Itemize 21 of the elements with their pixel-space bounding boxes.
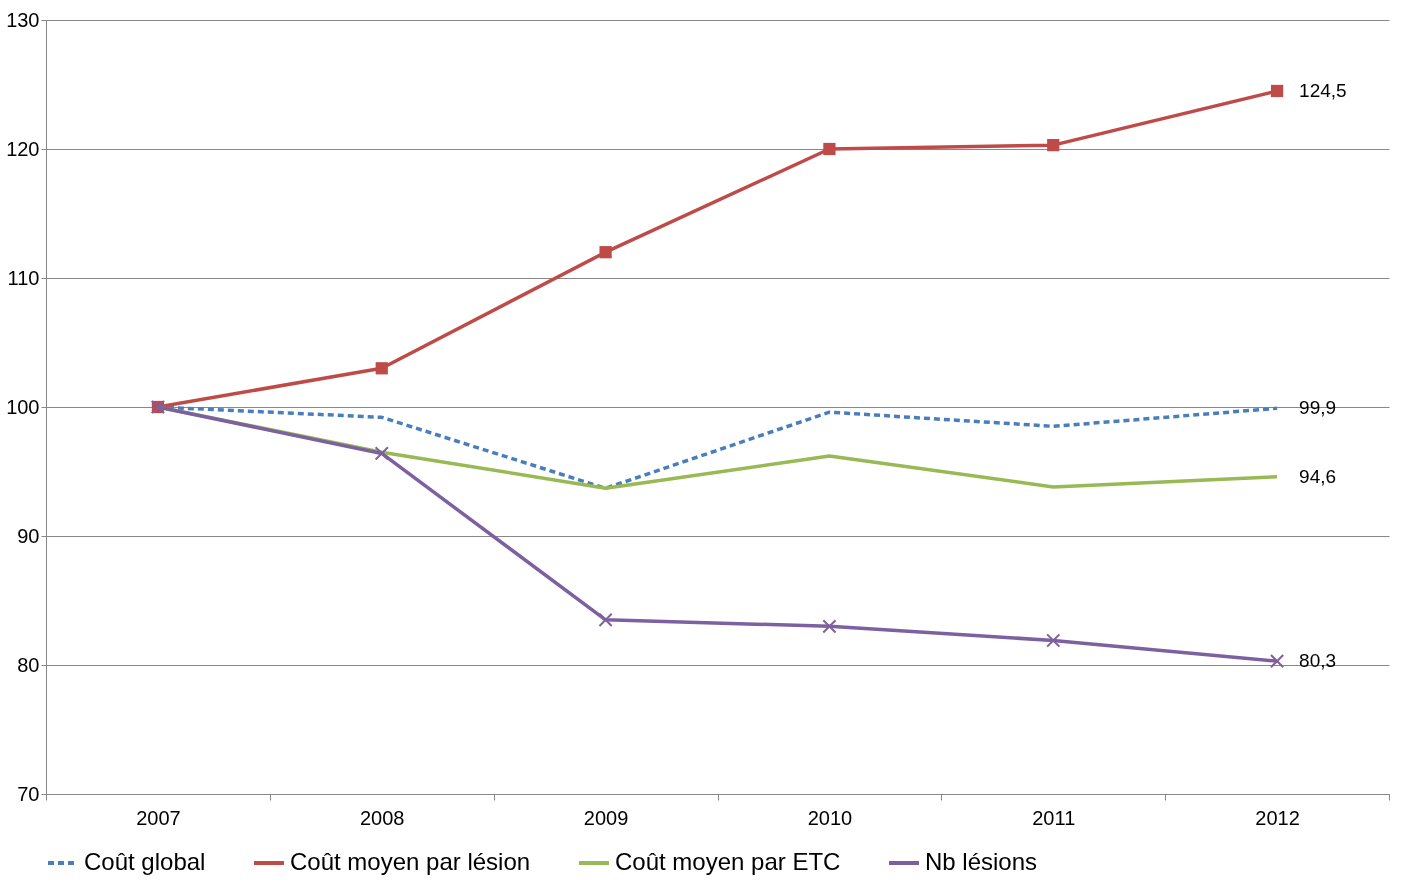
y-tick-label: 100 — [6, 395, 40, 418]
legend-label: Coût moyen par lésion — [290, 848, 531, 875]
data-label: 80,3 — [1299, 650, 1337, 672]
y-tick-label: 120 — [6, 137, 40, 160]
x-tick-label: 2007 — [136, 806, 181, 829]
data-label: 124,5 — [1299, 79, 1347, 101]
legend-label: Coût global — [84, 848, 206, 875]
legend-label: Coût moyen par ETC — [615, 848, 841, 875]
y-tick-label: 90 — [17, 524, 40, 547]
x-tick-label: 2011 — [1032, 806, 1076, 829]
legend-label: Nb lésions — [925, 848, 1038, 875]
y-tick-label: 130 — [6, 8, 40, 31]
x-tick-label: 2012 — [1255, 806, 1300, 829]
x-tick-label: 2009 — [583, 806, 629, 829]
x-tick-label: 2008 — [360, 806, 405, 829]
y-tick-label: 110 — [7, 266, 40, 289]
x-tick-label: 2010 — [807, 806, 853, 829]
data-label: 94,6 — [1299, 465, 1337, 487]
data-label: 99,9 — [1299, 397, 1337, 419]
y-tick-label: 70 — [17, 782, 40, 805]
y-tick-label: 80 — [17, 653, 40, 676]
